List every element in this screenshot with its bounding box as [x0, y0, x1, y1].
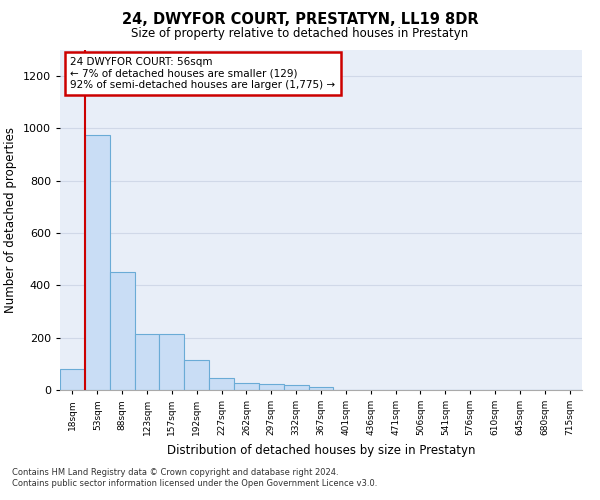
Bar: [60, 369, 85, 390]
Text: 24 DWYFOR COURT: 56sqm
← 7% of detached houses are smaller (129)
92% of semi-det: 24 DWYFOR COURT: 56sqm ← 7% of detached …: [70, 57, 335, 90]
Text: Size of property relative to detached houses in Prestatyn: Size of property relative to detached ho…: [131, 28, 469, 40]
Bar: [184, 360, 209, 390]
Text: Contains HM Land Registry data © Crown copyright and database right 2024.
Contai: Contains HM Land Registry data © Crown c…: [12, 468, 377, 487]
Text: 24, DWYFOR COURT, PRESTATYN, LL19 8DR: 24, DWYFOR COURT, PRESTATYN, LL19 8DR: [122, 12, 478, 28]
Bar: [209, 378, 234, 390]
Bar: [308, 388, 334, 390]
Bar: [85, 135, 110, 390]
X-axis label: Distribution of detached houses by size in Prestatyn: Distribution of detached houses by size …: [167, 444, 475, 456]
Y-axis label: Number of detached properties: Number of detached properties: [4, 127, 17, 313]
Bar: [284, 386, 308, 390]
Bar: [160, 334, 184, 390]
Bar: [110, 272, 134, 390]
Bar: [134, 334, 160, 390]
Bar: [259, 384, 284, 390]
Bar: [234, 384, 259, 390]
